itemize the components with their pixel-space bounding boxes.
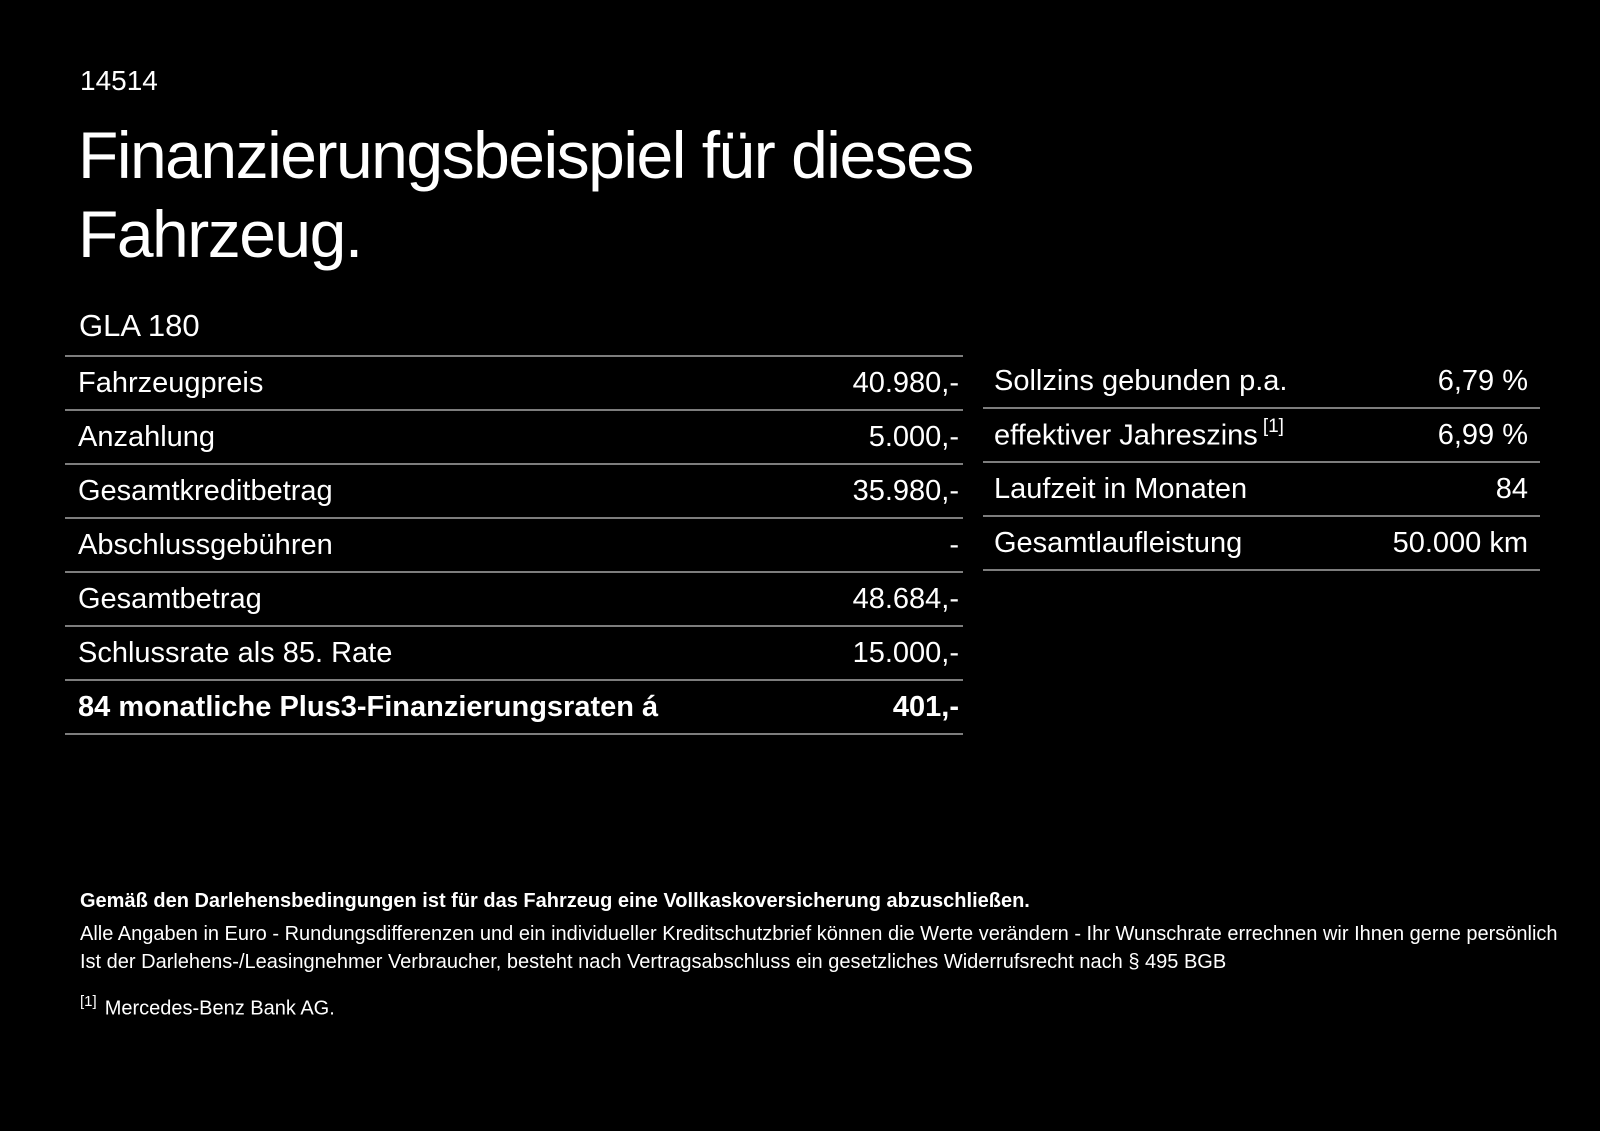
finance-table: Fahrzeugpreis 40.980,- Anzahlung 5.000,- Ges… (65, 355, 963, 735)
row-value: 6,79 % (1437, 364, 1528, 397)
vehicle-model: GLA 180 (79, 308, 200, 343)
row-value: 40.980,- (852, 366, 959, 399)
conditions-table: Sollzins gebunden p.a. 6,79 % effektiver J… (983, 355, 1540, 571)
finance-tables: Fahrzeugpreis 40.980,- Anzahlung 5.000,- Ges… (65, 355, 1540, 735)
table-row: Schlussrate als 85. Rate 15.000,- (65, 627, 963, 681)
footnote-text: Mercedes-Benz Bank AG. (104, 997, 335, 1020)
table-row: effektiver Jahreszins [1] 6,99 % (983, 409, 1540, 463)
row-label: 84 monatliche Plus3-Finanzierungsraten á (78, 690, 659, 723)
row-label: Gesamtkreditbetrag (78, 474, 333, 507)
footer: Gemäß den Darlehensbedingungen ist für d… (80, 888, 1560, 1021)
row-value: 5.000,- (868, 420, 959, 453)
table-row: 84 monatliche Plus3-Finanzierungsraten á… (65, 681, 963, 735)
row-label: Abschlussgebühren (78, 528, 333, 561)
page-title-line2: Fahrzeug. (78, 197, 363, 271)
page-title-line1: Finanzierungsbeispiel für dieses (78, 118, 974, 192)
disclaimer-line1: Alle Angaben in Euro - Rundungsdifferenz… (80, 923, 1558, 945)
disclaimer-line2: Ist der Darlehens-/Leasingnehmer Verbrau… (80, 951, 1227, 973)
row-value: 84 (1495, 472, 1528, 505)
footnote-reference: [1] (1262, 415, 1284, 437)
table-row: Gesamtbetrag 48.684,- (65, 573, 963, 627)
row-label: Fahrzeugpreis (78, 366, 264, 399)
row-label: Sollzins gebunden p.a. (994, 364, 1288, 397)
row-value: 50.000 km (1392, 526, 1528, 559)
table-row: Anzahlung 5.000,- (65, 411, 963, 465)
insurance-note: Gemäß den Darlehensbedingungen ist für d… (80, 890, 1030, 912)
table-row: Abschlussgebühren - (65, 519, 963, 573)
row-label: Anzahlung (78, 420, 216, 453)
page-title: Finanzierungsbeispiel für dieses Fahrzeug… (78, 116, 974, 274)
reference-number: 14514 (80, 65, 158, 96)
table-row: Fahrzeugpreis 40.980,- (65, 357, 963, 411)
row-value: 15.000,- (852, 636, 959, 669)
row-value: 35.980,- (852, 474, 959, 507)
row-value: - (949, 528, 959, 561)
row-value: 401,- (892, 690, 959, 723)
row-label: effektiver Jahreszins [1] (994, 415, 1284, 452)
row-label: Gesamtlaufleistung (994, 526, 1243, 559)
table-row: Gesamtlaufleistung 50.000 km (983, 517, 1540, 571)
footnote: [1] Mercedes-Benz Bank AG. (80, 993, 1560, 1021)
row-value: 6,99 % (1437, 418, 1528, 451)
table-row: Gesamtkreditbetrag 35.980,- (65, 465, 963, 519)
table-row: Sollzins gebunden p.a. 6,79 % (983, 355, 1540, 409)
row-value: 48.684,- (852, 582, 959, 615)
row-label: Laufzeit in Monaten (994, 472, 1248, 505)
table-row: Laufzeit in Monaten 84 (983, 463, 1540, 517)
footnote-marker: [1] (80, 993, 97, 1010)
row-label: Gesamtbetrag (78, 582, 262, 615)
row-label: Schlussrate als 85. Rate (78, 636, 393, 669)
disclaimer-notes: Alle Angaben in Euro - Rundungsdifferenz… (80, 920, 1560, 976)
